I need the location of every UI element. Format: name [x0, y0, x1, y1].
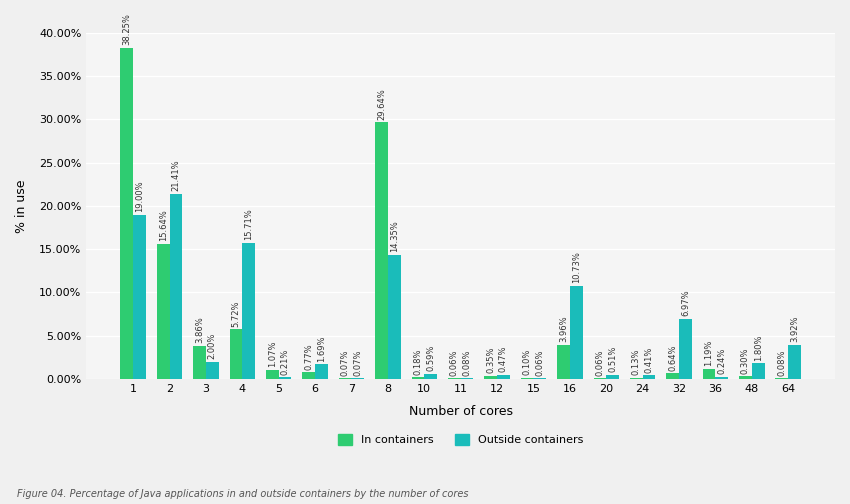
Bar — [375, 122, 388, 379]
Text: 0.51%: 0.51% — [608, 346, 617, 372]
Text: 0.30%: 0.30% — [741, 347, 750, 374]
Text: 0.06%: 0.06% — [536, 349, 544, 376]
Text: 21.41%: 21.41% — [172, 159, 180, 191]
Text: 19.00%: 19.00% — [135, 180, 144, 212]
Bar — [484, 376, 497, 379]
Text: 0.24%: 0.24% — [717, 348, 726, 374]
Text: 0.06%: 0.06% — [595, 349, 604, 376]
Bar — [121, 48, 133, 379]
Bar — [303, 372, 315, 379]
Bar — [133, 215, 146, 379]
Text: 1.69%: 1.69% — [317, 335, 326, 362]
Bar — [630, 378, 643, 379]
Bar — [315, 364, 328, 379]
Text: 0.06%: 0.06% — [450, 349, 459, 376]
Bar — [752, 363, 764, 379]
Text: 0.08%: 0.08% — [462, 349, 472, 375]
Bar — [156, 243, 169, 379]
Bar — [606, 374, 619, 379]
Bar — [775, 378, 788, 379]
Bar — [740, 376, 752, 379]
Text: 0.41%: 0.41% — [644, 346, 654, 373]
Text: 0.07%: 0.07% — [341, 349, 349, 376]
Bar — [679, 319, 692, 379]
Bar — [461, 378, 473, 379]
Text: 2.00%: 2.00% — [207, 333, 217, 359]
Text: 0.47%: 0.47% — [499, 346, 508, 372]
Bar — [230, 330, 242, 379]
Text: Figure 04. Percentage of Java applications in and outside containers by the numb: Figure 04. Percentage of Java applicatio… — [17, 489, 468, 499]
Text: 0.10%: 0.10% — [523, 349, 531, 375]
Text: 15.64%: 15.64% — [159, 209, 167, 241]
Text: 3.86%: 3.86% — [195, 316, 204, 343]
Text: 15.71%: 15.71% — [244, 209, 253, 240]
Bar — [279, 377, 292, 379]
Bar — [666, 373, 679, 379]
Text: 3.92%: 3.92% — [790, 316, 799, 342]
Text: 1.19%: 1.19% — [705, 340, 713, 366]
Bar — [206, 362, 218, 379]
Text: 10.73%: 10.73% — [572, 251, 581, 283]
Text: 0.64%: 0.64% — [668, 344, 677, 371]
Bar — [570, 286, 582, 379]
Text: 0.77%: 0.77% — [304, 343, 313, 369]
Bar — [169, 194, 182, 379]
Bar — [411, 377, 424, 379]
Text: 0.08%: 0.08% — [778, 349, 786, 375]
X-axis label: Number of cores: Number of cores — [409, 405, 513, 418]
Text: 1.80%: 1.80% — [754, 334, 762, 361]
Text: 0.59%: 0.59% — [426, 345, 435, 371]
Bar — [193, 346, 206, 379]
Bar — [643, 375, 655, 379]
Bar — [424, 374, 437, 379]
Bar — [716, 377, 728, 379]
Text: 0.13%: 0.13% — [632, 349, 641, 375]
Text: 38.25%: 38.25% — [122, 14, 131, 45]
Bar — [557, 345, 570, 379]
Text: 1.07%: 1.07% — [268, 341, 277, 367]
Bar — [266, 369, 279, 379]
Text: 0.35%: 0.35% — [486, 347, 496, 373]
Bar — [242, 243, 255, 379]
Text: 3.96%: 3.96% — [559, 316, 568, 342]
Legend: In containers, Outside containers: In containers, Outside containers — [334, 429, 587, 450]
Bar — [388, 255, 400, 379]
Bar — [521, 378, 534, 379]
Text: 0.18%: 0.18% — [413, 348, 422, 375]
Text: 6.97%: 6.97% — [681, 289, 690, 316]
Text: 29.64%: 29.64% — [377, 88, 386, 120]
Bar — [788, 345, 801, 379]
Text: 0.07%: 0.07% — [354, 349, 362, 376]
Text: 14.35%: 14.35% — [390, 220, 399, 252]
Bar — [497, 375, 510, 379]
Bar — [703, 368, 716, 379]
Y-axis label: % in use: % in use — [15, 179, 28, 233]
Text: 5.72%: 5.72% — [231, 300, 241, 327]
Text: 0.21%: 0.21% — [280, 348, 290, 374]
